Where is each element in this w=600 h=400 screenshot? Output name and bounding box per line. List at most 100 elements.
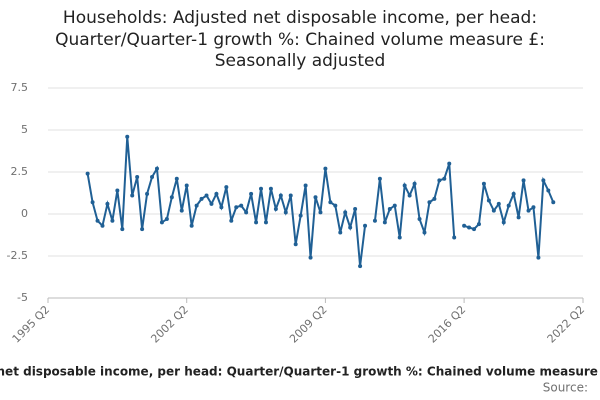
point: [140, 227, 145, 232]
chart-title: Quarter/Quarter-1 growth %: Chained volu…: [55, 30, 545, 50]
point: [536, 255, 541, 260]
point: [273, 206, 278, 211]
point: [85, 171, 90, 176]
point: [159, 220, 164, 225]
point: [323, 166, 328, 171]
point: [303, 183, 308, 188]
point: [194, 203, 199, 208]
point: [135, 175, 140, 180]
line: [86, 136, 555, 267]
point: [363, 223, 368, 228]
point: [506, 203, 511, 208]
source: Source:: [543, 381, 588, 395]
point: [387, 206, 392, 211]
point: [432, 196, 437, 201]
point: [526, 208, 531, 213]
chart-title: Seasonally adjusted: [215, 51, 386, 71]
point: [169, 195, 174, 200]
point: [447, 161, 452, 166]
point: [402, 183, 407, 188]
point: [249, 191, 254, 196]
point: [120, 227, 125, 232]
point: [472, 227, 477, 232]
point: [189, 223, 194, 228]
point: [551, 200, 556, 205]
point: [115, 188, 120, 193]
point: [496, 201, 501, 206]
point: [209, 201, 214, 206]
point: [516, 215, 521, 220]
point: [239, 203, 244, 208]
point: [204, 193, 209, 198]
point: [481, 181, 486, 186]
point: [521, 178, 526, 183]
x-tick-label: 2016 Q2: [426, 303, 469, 346]
point: [130, 193, 135, 198]
point: [343, 210, 348, 215]
point: [254, 220, 259, 225]
point: [105, 201, 110, 206]
point: [452, 235, 457, 240]
point: [259, 186, 264, 191]
point: [95, 218, 100, 223]
point: [308, 255, 313, 260]
point: [348, 225, 353, 230]
point: [278, 193, 283, 198]
point: [427, 200, 432, 205]
x-axis-label: Households: Adjusted net disposable inco…: [0, 365, 600, 379]
point: [417, 217, 422, 222]
point: [333, 203, 338, 208]
point: [154, 166, 159, 171]
point: [298, 213, 303, 218]
point: [288, 193, 293, 198]
point: [338, 230, 343, 235]
point: [546, 188, 551, 193]
point: [491, 208, 496, 213]
point: [382, 220, 387, 225]
point: [150, 175, 155, 180]
point: [377, 176, 382, 181]
point: [234, 205, 239, 210]
point: [179, 208, 184, 213]
point: [100, 223, 105, 228]
point: [407, 193, 412, 198]
y-tick-label: 7.5: [11, 81, 29, 94]
point: [174, 176, 179, 181]
point: [110, 218, 115, 223]
chart-title: Households: Adjusted net disposable inco…: [63, 8, 537, 28]
point: [313, 195, 318, 200]
y-tick-label: -2.5: [7, 249, 28, 262]
x-tick-label: 1995 Q2: [10, 303, 53, 346]
point: [263, 220, 268, 225]
point: [283, 210, 288, 215]
point: [229, 218, 234, 223]
point: [268, 186, 273, 191]
point: [442, 176, 447, 181]
point: [511, 191, 516, 196]
point: [353, 206, 358, 211]
point: [476, 222, 481, 227]
point: [531, 205, 536, 210]
point: [214, 191, 219, 196]
point: [318, 210, 323, 215]
point: [224, 185, 229, 190]
point: [412, 181, 417, 186]
x-tick-label: 2022 Q2: [545, 303, 588, 346]
y-tick-label: -5: [17, 291, 28, 304]
point: [328, 200, 333, 205]
x-tick-label: 2002 Q2: [148, 303, 191, 346]
y-tick-label: 5: [21, 123, 28, 136]
y-tick-label: 0: [21, 207, 28, 220]
point: [219, 205, 224, 210]
point: [501, 220, 506, 225]
point: [358, 264, 363, 269]
x-tick-label: 2009 Q2: [287, 303, 330, 346]
point: [90, 200, 95, 205]
point: [422, 230, 427, 235]
y-tick-label: 2.5: [11, 165, 29, 178]
point: [437, 178, 442, 183]
point: [164, 217, 169, 222]
point: [392, 203, 397, 208]
point: [244, 210, 249, 215]
